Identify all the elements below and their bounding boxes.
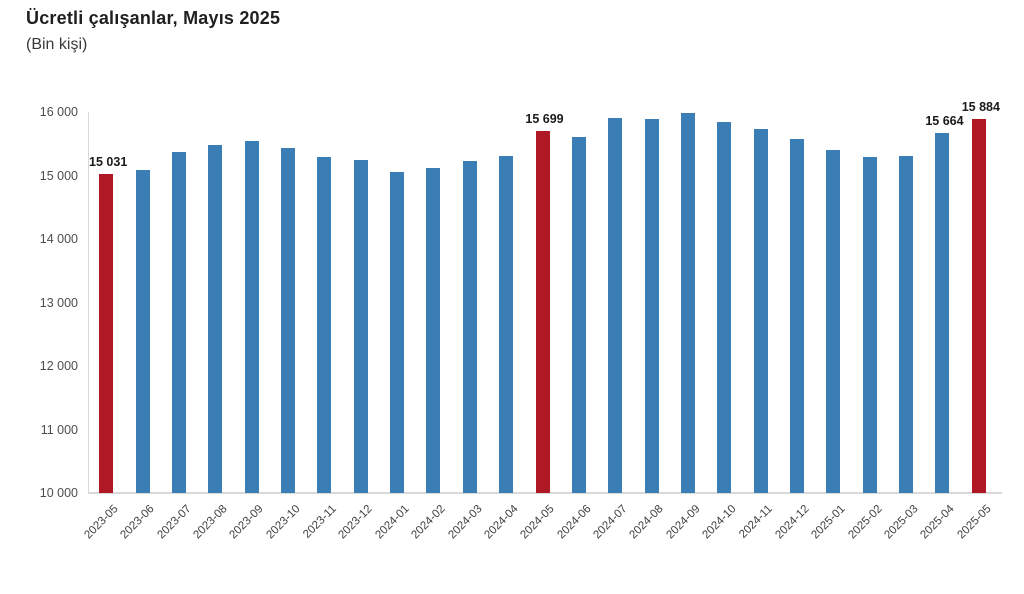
bar-2023-09 xyxy=(244,140,259,493)
y-axis-tick-label: 13 000 xyxy=(39,295,78,310)
bar-2024-11 xyxy=(753,128,768,493)
x-axis-tick-label: 2025-04 xyxy=(918,503,957,542)
x-axis-tick-label: 2023-11 xyxy=(301,503,339,541)
bar-2023-10 xyxy=(280,147,295,493)
x-axis-tick-label: 2024-06 xyxy=(555,503,594,542)
x-axis-tick-label: 2023-08 xyxy=(191,503,230,542)
bar-2024-06 xyxy=(571,137,586,493)
x-axis-tick-label: 2023-05 xyxy=(82,503,121,542)
chart-subtitle: (Bin kişi) xyxy=(26,36,88,53)
x-axis-tick-label: 2024-11 xyxy=(737,503,776,541)
bar-2024-10 xyxy=(717,121,732,493)
x-axis-tick-label: 2025-02 xyxy=(845,503,885,542)
x-axis-tick-label: 2025-05 xyxy=(954,503,994,542)
y-axis-tick-label: 16 000 xyxy=(39,105,78,119)
chart-title: Ücretli çalışanlar, Mayıs 2025 xyxy=(26,8,281,28)
x-axis-tick-label: 2024-05 xyxy=(518,503,557,542)
x-axis-tick-label: 2024-04 xyxy=(482,503,521,542)
bar-2025-03 xyxy=(899,155,914,493)
x-axis-tick-label: 2024-03 xyxy=(445,503,485,542)
bar-value-label: 15 664 xyxy=(925,114,964,129)
bar-2023-08 xyxy=(208,145,223,493)
x-axis-tick-label: 2023-10 xyxy=(264,503,303,542)
bar-2025-01 xyxy=(826,150,841,493)
bar-value-label: 15 031 xyxy=(89,154,128,169)
y-axis-tick-label: 11 000 xyxy=(40,422,78,437)
x-axis-tick-label: 2023-09 xyxy=(227,503,267,542)
bar-2024-09 xyxy=(680,113,695,493)
bar-2024-07 xyxy=(608,118,623,493)
x-axis-tick-label: 2024-08 xyxy=(627,503,667,542)
bar-2023-07 xyxy=(171,152,186,493)
x-axis-tick-label: 2023-07 xyxy=(155,503,194,542)
x-axis-tick-label: 2023-06 xyxy=(118,503,158,542)
bar-value-label: 15 699 xyxy=(525,112,564,127)
y-axis-line xyxy=(88,112,89,493)
bar-2024-12 xyxy=(790,138,805,493)
bar-2025-04 xyxy=(935,133,950,493)
y-axis-tick-label: 14 000 xyxy=(39,232,78,246)
bar-2024-04 xyxy=(499,156,514,493)
y-axis-tick-label: 15 000 xyxy=(39,168,78,183)
y-axis-tick-label: 12 000 xyxy=(39,359,78,373)
x-axis-tick-label: 2024-07 xyxy=(591,503,630,542)
x-axis-tick-label: 2024-10 xyxy=(700,503,739,542)
x-axis-tick-label: 2025-01 xyxy=(809,503,848,542)
bar-2023-12 xyxy=(353,159,368,493)
bar-2024-08 xyxy=(644,118,659,493)
bar-2024-03 xyxy=(462,160,477,493)
bar-2025-02 xyxy=(862,157,877,493)
bar-2023-06 xyxy=(135,170,150,493)
bar-value-label: 15 884 xyxy=(961,100,1000,115)
x-axis-tick-label: 2024-02 xyxy=(409,503,448,542)
bar-2024-05 xyxy=(535,131,550,493)
x-axis-tick-label: 2024-12 xyxy=(773,503,812,542)
x-axis-tick-label: 2024-01 xyxy=(373,503,412,542)
x-axis-tick-label: 2025-03 xyxy=(882,503,921,542)
x-axis-line xyxy=(88,492,1002,494)
bar-2023-05 xyxy=(99,173,114,493)
bar-2025-05 xyxy=(971,119,986,493)
x-axis-tick-label: 2024-09 xyxy=(664,503,703,542)
y-axis-tick-label: 10 000 xyxy=(39,486,78,500)
bar-2023-11 xyxy=(317,157,332,493)
bar-2024-01 xyxy=(390,171,405,493)
bar-2024-02 xyxy=(426,167,441,493)
x-axis-tick-label: 2023-12 xyxy=(336,503,376,542)
